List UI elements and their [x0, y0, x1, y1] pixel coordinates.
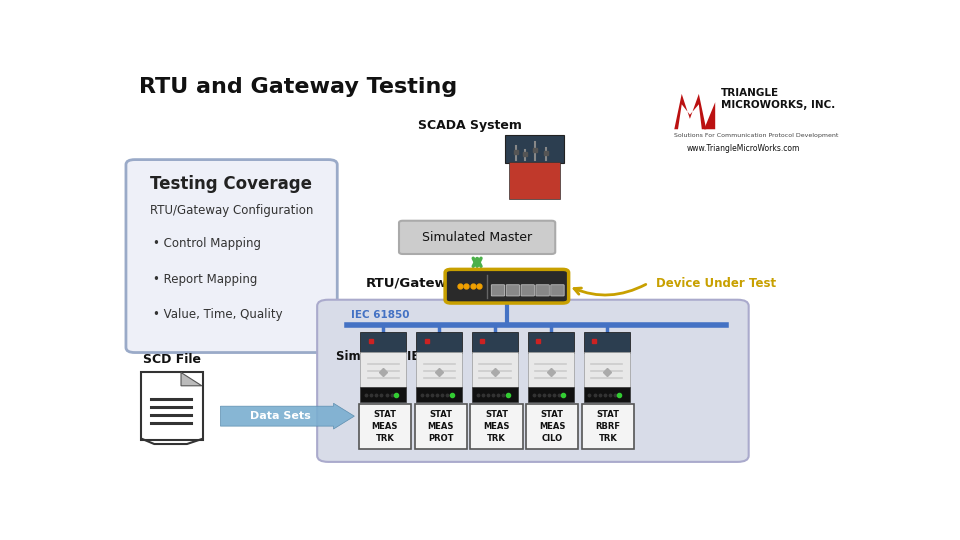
FancyBboxPatch shape [399, 221, 555, 254]
FancyBboxPatch shape [472, 332, 518, 353]
FancyBboxPatch shape [505, 134, 564, 163]
Text: www.TriangleMicroWorks.com: www.TriangleMicroWorks.com [687, 144, 801, 153]
FancyBboxPatch shape [582, 404, 635, 449]
FancyBboxPatch shape [492, 285, 505, 296]
FancyBboxPatch shape [528, 352, 574, 388]
Text: STAT
MEAS
CILO: STAT MEAS CILO [540, 410, 565, 443]
FancyBboxPatch shape [359, 404, 411, 449]
FancyBboxPatch shape [584, 352, 630, 388]
Text: • Report Mapping: • Report Mapping [154, 273, 258, 286]
FancyBboxPatch shape [415, 404, 467, 449]
FancyArrow shape [221, 403, 354, 429]
FancyBboxPatch shape [416, 352, 463, 388]
FancyBboxPatch shape [506, 285, 519, 296]
Text: • Value, Time, Quality: • Value, Time, Quality [154, 308, 283, 321]
Text: IEC 61850: IEC 61850 [350, 309, 409, 320]
Text: STAT
MEAS
TRK: STAT MEAS TRK [483, 410, 510, 443]
FancyBboxPatch shape [472, 352, 518, 388]
FancyBboxPatch shape [360, 332, 406, 353]
Polygon shape [181, 373, 202, 386]
FancyBboxPatch shape [470, 404, 522, 449]
FancyBboxPatch shape [126, 160, 337, 353]
FancyBboxPatch shape [509, 161, 561, 199]
FancyBboxPatch shape [416, 332, 463, 353]
FancyBboxPatch shape [360, 387, 406, 402]
Text: Data Sets: Data Sets [250, 411, 310, 421]
FancyBboxPatch shape [317, 300, 749, 462]
FancyBboxPatch shape [526, 404, 578, 449]
Text: RTU/Gateway: RTU/Gateway [366, 276, 465, 289]
Text: Simulated IEDs: Simulated IEDs [336, 349, 436, 363]
Text: • Control Mapping: • Control Mapping [154, 238, 261, 251]
FancyBboxPatch shape [416, 387, 463, 402]
FancyBboxPatch shape [536, 285, 549, 296]
Text: SCD File: SCD File [143, 353, 201, 366]
FancyBboxPatch shape [584, 332, 630, 353]
Text: STAT
RBRF
TRK: STAT RBRF TRK [595, 410, 620, 443]
Polygon shape [674, 94, 707, 129]
FancyBboxPatch shape [472, 387, 518, 402]
Text: RTU/Gateway Configuration: RTU/Gateway Configuration [150, 204, 313, 217]
FancyBboxPatch shape [360, 352, 406, 388]
Text: Solutions For Communication Protocol Development: Solutions For Communication Protocol Dev… [674, 133, 839, 138]
Text: SCADA System: SCADA System [418, 119, 521, 132]
FancyBboxPatch shape [521, 285, 535, 296]
Text: STAT
MEAS
TRK: STAT MEAS TRK [372, 410, 398, 443]
FancyBboxPatch shape [141, 372, 204, 440]
Text: Device Under Test: Device Under Test [656, 276, 776, 289]
Polygon shape [704, 102, 715, 129]
FancyBboxPatch shape [445, 269, 568, 303]
Text: RTU and Gateway Testing: RTU and Gateway Testing [138, 77, 457, 97]
Text: TRIANGLE
MICROWORKS, INC.: TRIANGLE MICROWORKS, INC. [721, 87, 835, 110]
FancyBboxPatch shape [584, 387, 630, 402]
Text: STAT
MEAS
PROT: STAT MEAS PROT [427, 410, 454, 443]
FancyBboxPatch shape [528, 387, 574, 402]
Text: Simulated Master: Simulated Master [422, 231, 532, 244]
FancyBboxPatch shape [551, 285, 564, 296]
Text: Testing Coverage: Testing Coverage [150, 175, 312, 193]
FancyBboxPatch shape [528, 332, 574, 353]
